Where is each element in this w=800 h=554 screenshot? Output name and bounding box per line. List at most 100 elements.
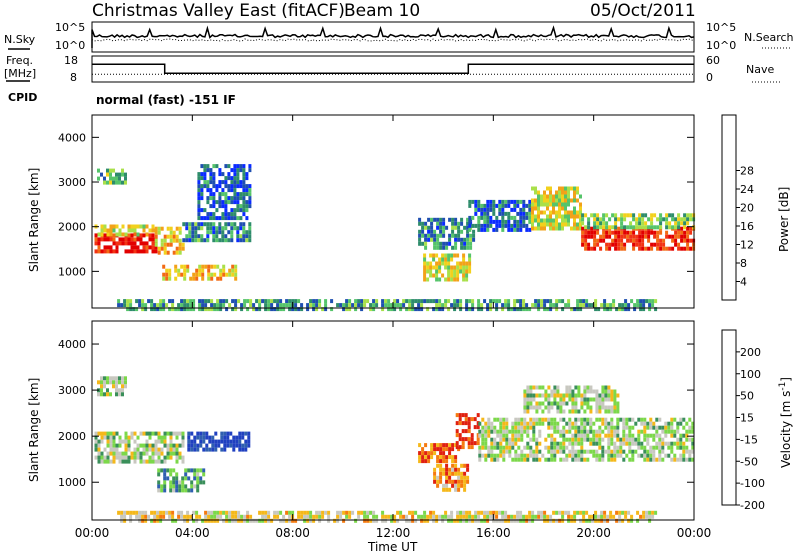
power-cell <box>234 276 238 281</box>
velocity-cell <box>598 429 602 434</box>
power-cell <box>236 184 240 189</box>
power-cell <box>641 217 645 222</box>
velocity-cell <box>541 409 545 414</box>
power-cell <box>510 227 514 232</box>
velocity-cell <box>243 514 247 519</box>
power-cell <box>288 299 292 304</box>
power-cell <box>638 230 642 235</box>
velocity-data-layer <box>94 376 695 523</box>
power-cell <box>504 219 508 224</box>
velocity-cell <box>529 401 533 406</box>
power-cell <box>189 307 193 312</box>
power-cell <box>218 222 222 227</box>
velocity-cell <box>541 385 545 390</box>
velocity-cell <box>565 393 569 398</box>
velocity-cell <box>535 457 539 462</box>
power-cell <box>103 224 107 229</box>
velocity-cell <box>139 431 143 436</box>
power-cell <box>141 307 145 312</box>
power-cell <box>142 245 146 250</box>
velocity-cell <box>461 445 465 450</box>
power-cell <box>233 200 237 205</box>
power-cell <box>451 225 455 230</box>
power-cell <box>315 299 319 304</box>
power-cell <box>169 230 173 235</box>
velocity-cell <box>583 433 587 438</box>
velocity-cell <box>502 449 506 454</box>
velocity-cell <box>160 435 164 440</box>
power-cell <box>651 299 655 304</box>
velocity-cell <box>640 453 644 458</box>
velocity-cell <box>109 435 113 440</box>
velocity-cell <box>577 449 581 454</box>
power-cell <box>608 246 612 251</box>
velocity-cell <box>157 472 161 477</box>
power-cell <box>186 264 190 269</box>
velocity-cell <box>664 421 668 426</box>
velocity-cell <box>169 488 173 493</box>
power-cell <box>593 246 597 251</box>
power-cell <box>236 168 240 173</box>
velocity-cell <box>228 518 232 523</box>
velocity-cell <box>477 518 481 523</box>
power-cell <box>224 184 228 189</box>
velocity-cell <box>667 429 671 434</box>
velocity-cell <box>577 389 581 394</box>
power-cell <box>552 210 555 215</box>
power-cell <box>531 222 534 227</box>
velocity-cell <box>568 441 572 446</box>
velocity-cell <box>205 435 209 440</box>
velocity-cell <box>550 417 554 422</box>
velocity-cell <box>546 518 550 523</box>
velocity-cell <box>112 455 116 460</box>
velocity-cell <box>559 457 563 462</box>
velocity-cell <box>483 510 487 515</box>
power-cell <box>227 216 231 221</box>
velocity-cell <box>436 455 440 460</box>
velocity-cell <box>556 393 560 398</box>
velocity-cell <box>646 457 650 462</box>
velocity-cell <box>231 514 235 519</box>
power-cell <box>197 192 201 197</box>
velocity-cell <box>577 385 581 390</box>
power-cell <box>210 303 214 308</box>
velocity-cell <box>123 514 127 519</box>
velocity-cell <box>103 392 106 397</box>
velocity-cell <box>571 433 575 438</box>
velocity-cell <box>219 514 223 519</box>
power-cell <box>151 241 155 246</box>
power-cell <box>139 237 143 242</box>
power-cell <box>567 190 570 195</box>
power-cell <box>181 242 185 247</box>
velocity-cell <box>688 457 692 462</box>
velocity-cell <box>574 453 578 458</box>
power-cell <box>248 200 252 205</box>
velocity-cell <box>631 449 635 454</box>
power-cell <box>213 264 217 269</box>
velocity-cell <box>181 484 185 489</box>
x-tick-label: 20:00 <box>576 526 611 540</box>
power-cell <box>486 211 490 216</box>
velocity-cell <box>249 518 253 523</box>
velocity-cell <box>238 431 242 436</box>
velocity-cell <box>636 518 640 523</box>
power-cell <box>174 268 178 273</box>
velocity-cell <box>241 443 245 448</box>
velocity-cell <box>112 451 116 456</box>
power-cell <box>399 307 403 312</box>
power-cell <box>638 213 642 218</box>
velocity-cell <box>556 385 560 390</box>
power-cell <box>534 202 537 207</box>
power-cell <box>230 226 234 231</box>
power-cell <box>233 226 237 231</box>
velocity-cell <box>589 441 593 446</box>
velocity-cell <box>447 514 451 519</box>
power-cell <box>450 265 454 270</box>
power-cell <box>641 242 645 247</box>
velocity-cell <box>148 459 152 464</box>
velocity-cell <box>312 514 316 519</box>
velocity-cell <box>243 518 247 523</box>
velocity-colorbar-label-close: ] <box>779 377 793 382</box>
power-cell <box>585 299 589 304</box>
power-cell <box>442 229 446 234</box>
